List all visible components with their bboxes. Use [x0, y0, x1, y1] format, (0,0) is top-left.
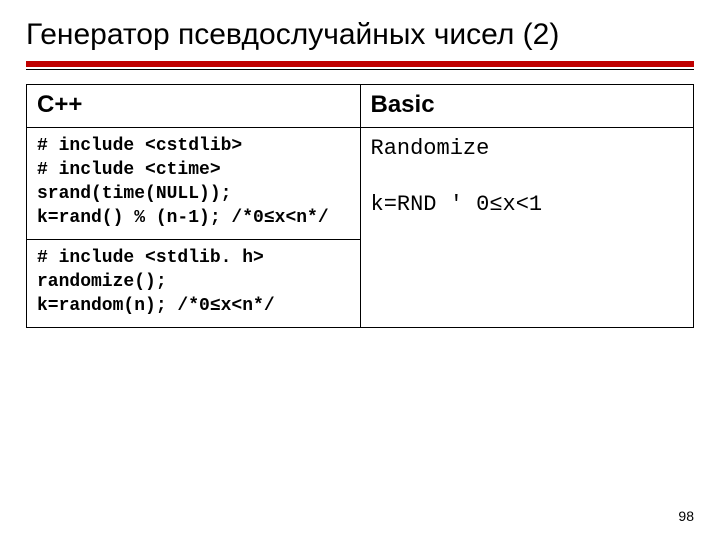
header-basic: Basic — [360, 84, 694, 127]
page-number: 98 — [678, 508, 694, 524]
title-rule — [26, 61, 694, 70]
slide: Генератор псевдослучайных чисел (2) C++ … — [0, 0, 720, 540]
page-title: Генератор псевдослучайных чисел (2) — [26, 18, 694, 53]
basic-block: Randomize k=RND ' 0≤x<1 — [360, 127, 694, 327]
cpp-code-1: # include <cstdlib> # include <ctime> sr… — [37, 134, 350, 231]
cpp-code-2: # include <stdlib. h> randomize(); k=ran… — [37, 246, 350, 319]
rule-thick — [26, 61, 694, 67]
basic-code: Randomize k=RND ' 0≤x<1 — [371, 134, 684, 222]
rule-thin — [26, 69, 694, 70]
cpp-block-1: # include <cstdlib> # include <ctime> sr… — [27, 127, 361, 239]
table-header-row: C++ Basic — [27, 84, 694, 127]
basic-gap — [371, 164, 684, 190]
basic-line-2: k=RND ' 0≤x<1 — [371, 192, 543, 217]
code-table: C++ Basic # include <cstdlib> # include … — [26, 84, 694, 328]
basic-line-1: Randomize — [371, 136, 490, 161]
cpp-block-2: # include <stdlib. h> randomize(); k=ran… — [27, 239, 361, 327]
header-cpp: C++ — [27, 84, 361, 127]
table-row: # include <cstdlib> # include <ctime> sr… — [27, 127, 694, 239]
